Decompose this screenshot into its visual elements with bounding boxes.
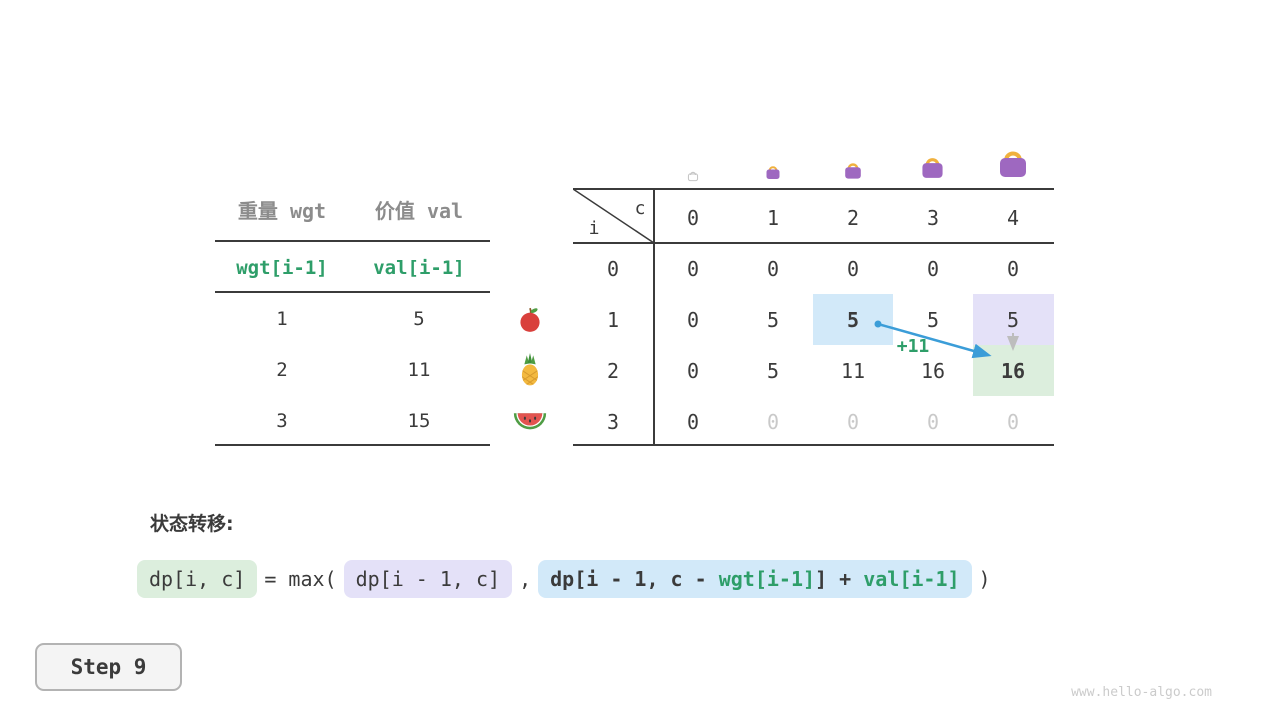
dp-cell: 5 xyxy=(766,359,780,383)
items-var-weight: wgt[i-1] xyxy=(236,257,328,279)
dp-cell: 0 xyxy=(1006,410,1020,434)
dp-table: c i 0 1 2 3 4 0 1 2 3 0 0 0 0 0 0 5 5 5 … xyxy=(573,188,1054,446)
formula-equals-max: = max( xyxy=(264,567,337,591)
bag-capacity-2-icon xyxy=(841,157,865,185)
item-value: 11 xyxy=(407,359,431,381)
formula-option-take: dp[i - 1, c - wgt[i-1]] + val[i-1] xyxy=(538,560,972,598)
dp-row-header: 2 xyxy=(606,359,620,383)
items-header-value: 价值 val xyxy=(374,199,464,223)
formula-take-wgt: wgt[i-1] xyxy=(718,567,816,591)
formula-take-val: val[i-1] xyxy=(863,567,960,591)
bag-capacity-0-icon xyxy=(686,167,700,186)
state-transition-label: 状态转移: xyxy=(150,513,234,535)
bag-capacity-3-icon xyxy=(917,150,948,185)
watermark: www.hello-algo.com xyxy=(1071,685,1212,700)
items-table-rule xyxy=(215,444,490,446)
dp-cell-above: 5 xyxy=(1006,308,1020,332)
bag-capacity-4-icon xyxy=(993,141,1033,185)
items-table-rule xyxy=(215,291,490,293)
dp-cell: 0 xyxy=(686,359,700,383)
formula-close-paren: ) xyxy=(978,567,991,591)
dp-col-header: 1 xyxy=(766,206,780,230)
dp-row-header: 1 xyxy=(606,308,620,332)
item-weight: 3 xyxy=(276,410,288,432)
dp-cell: 0 xyxy=(766,257,780,281)
apple-icon xyxy=(515,304,545,334)
step-label: Step 9 xyxy=(70,655,147,679)
dp-cell: 5 xyxy=(766,308,780,332)
bag-capacity-1-icon xyxy=(763,161,783,185)
dp-cell: 0 xyxy=(926,257,940,281)
formula-take-prefix: dp[i - 1, c - xyxy=(550,567,719,591)
dp-table-rule-header xyxy=(573,242,1054,244)
dp-corner-diagonal xyxy=(573,188,655,244)
watermelon-icon xyxy=(513,408,547,438)
dp-cell-source: 5 xyxy=(846,308,860,332)
dp-cell: 0 xyxy=(686,257,700,281)
dp-cell: 0 xyxy=(686,308,700,332)
dp-cell: 0 xyxy=(846,257,860,281)
dp-cell-current: 16 xyxy=(1000,359,1026,383)
items-table-rule xyxy=(215,240,490,242)
dp-table-rule-vertical xyxy=(653,188,655,446)
dp-col-header: 0 xyxy=(686,206,700,230)
dp-cell: 11 xyxy=(840,359,866,383)
step-indicator: Step 9 xyxy=(35,643,182,691)
formula-take-mid: ] + xyxy=(815,567,864,591)
dp-table-rule-top xyxy=(573,188,1054,190)
dp-col-header: 2 xyxy=(846,206,860,230)
dp-row-header: 0 xyxy=(606,257,620,281)
dp-corner-col-label: c xyxy=(634,198,646,219)
dp-corner-row-label: i xyxy=(588,218,600,239)
dp-cell: 0 xyxy=(686,410,700,434)
pineapple-icon xyxy=(515,353,545,386)
dp-table-rule-bottom xyxy=(573,444,1054,446)
dp-cell: 0 xyxy=(846,410,860,434)
item-value: 15 xyxy=(407,410,431,432)
items-table: 重量 wgt 价值 val wgt[i-1] val[i-1] 1 5 2 11… xyxy=(215,186,490,448)
formula-option-keep: dp[i - 1, c] xyxy=(343,560,513,598)
dp-col-header: 4 xyxy=(1006,206,1020,230)
dp-cell: 0 xyxy=(1006,257,1020,281)
item-weight: 2 xyxy=(276,359,288,381)
dp-col-header: 3 xyxy=(926,206,940,230)
dp-cell: 5 xyxy=(926,308,940,332)
items-var-value: val[i-1] xyxy=(373,257,465,279)
item-weight: 1 xyxy=(276,308,288,330)
dp-cell: 0 xyxy=(766,410,780,434)
dp-cell: 0 xyxy=(926,410,940,434)
formula-lhs: dp[i, c] xyxy=(137,560,258,598)
dp-row-header: 3 xyxy=(606,410,620,434)
transition-annotation: +11 xyxy=(896,336,930,357)
item-value: 5 xyxy=(413,308,425,330)
dp-cell: 16 xyxy=(920,359,946,383)
formula-separator: , xyxy=(519,567,532,591)
state-transition-formula: dp[i, c] = max( dp[i - 1, c] , dp[i - 1,… xyxy=(137,560,991,598)
items-header-weight: 重量 wgt xyxy=(237,199,327,223)
